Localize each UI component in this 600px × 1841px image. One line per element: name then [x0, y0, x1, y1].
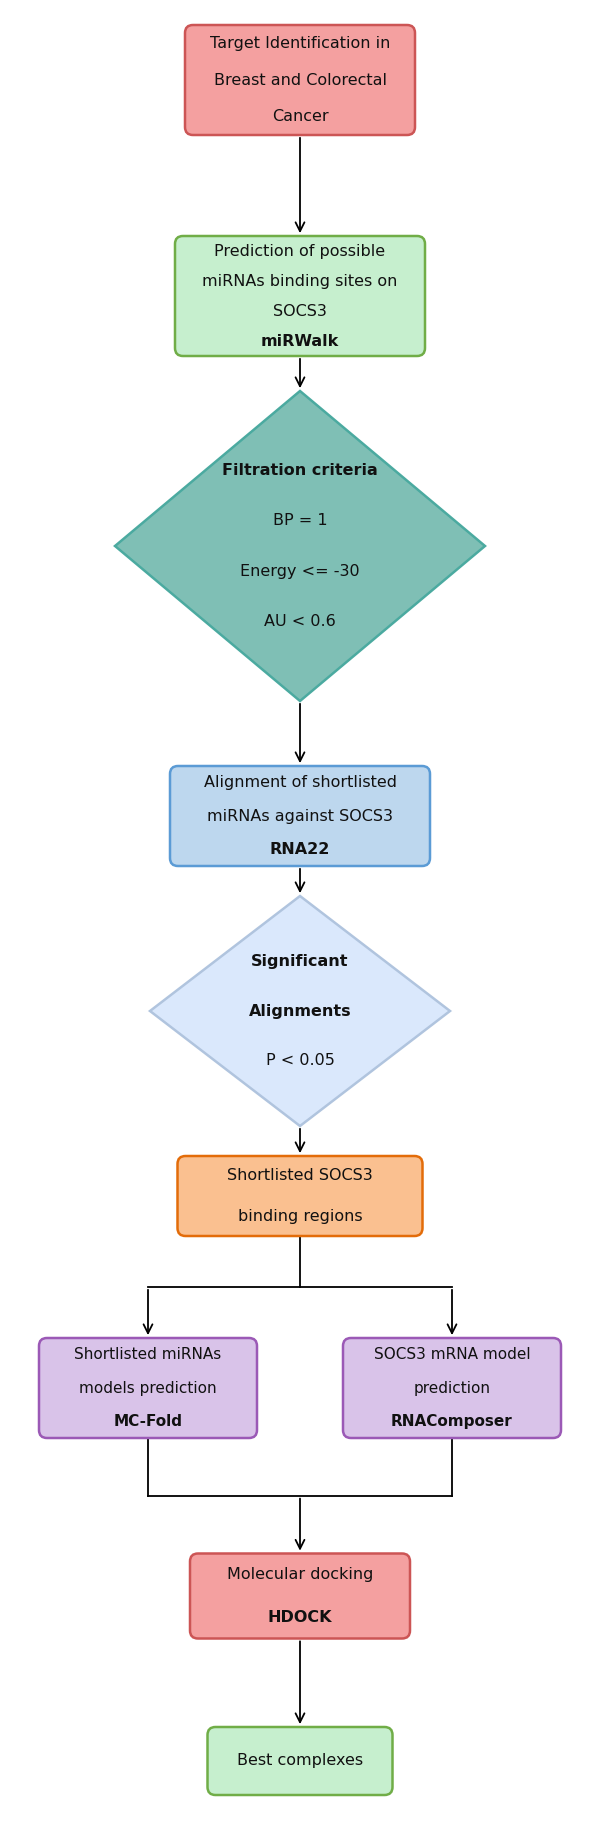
- Text: miRNAs binding sites on: miRNAs binding sites on: [202, 274, 398, 289]
- Polygon shape: [115, 390, 485, 701]
- Text: Energy <= -30: Energy <= -30: [240, 563, 360, 578]
- FancyBboxPatch shape: [178, 1156, 422, 1235]
- FancyBboxPatch shape: [190, 1554, 410, 1638]
- FancyBboxPatch shape: [175, 236, 425, 355]
- Text: Alignments: Alignments: [248, 1003, 352, 1018]
- Text: Shortlisted miRNAs: Shortlisted miRNAs: [74, 1348, 221, 1362]
- Text: binding regions: binding regions: [238, 1208, 362, 1224]
- FancyBboxPatch shape: [185, 26, 415, 134]
- Text: models prediction: models prediction: [79, 1381, 217, 1395]
- Text: BP = 1: BP = 1: [272, 514, 328, 528]
- Text: RNA22: RNA22: [270, 841, 330, 856]
- FancyBboxPatch shape: [39, 1338, 257, 1438]
- Text: Best complexes: Best complexes: [237, 1753, 363, 1769]
- Text: AU < 0.6: AU < 0.6: [264, 615, 336, 630]
- Text: prediction: prediction: [413, 1381, 491, 1395]
- Polygon shape: [150, 897, 450, 1127]
- Text: HDOCK: HDOCK: [268, 1609, 332, 1626]
- Text: Significant: Significant: [251, 954, 349, 968]
- Text: Alignment of shortlisted: Alignment of shortlisted: [203, 775, 397, 790]
- Text: SOCS3 mRNA model: SOCS3 mRNA model: [374, 1348, 530, 1362]
- Text: miRNAs against SOCS3: miRNAs against SOCS3: [207, 808, 393, 823]
- Text: MC-Fold: MC-Fold: [113, 1414, 182, 1429]
- Text: Cancer: Cancer: [272, 109, 328, 123]
- FancyBboxPatch shape: [170, 766, 430, 865]
- Text: Breast and Colorectal: Breast and Colorectal: [214, 72, 386, 88]
- Text: Prediction of possible: Prediction of possible: [214, 243, 386, 258]
- Text: miRWalk: miRWalk: [261, 333, 339, 348]
- Text: Shortlisted SOCS3: Shortlisted SOCS3: [227, 1169, 373, 1184]
- FancyBboxPatch shape: [343, 1338, 561, 1438]
- Text: Target Identification in: Target Identification in: [210, 35, 390, 52]
- Text: Molecular docking: Molecular docking: [227, 1567, 373, 1581]
- Text: SOCS3: SOCS3: [273, 304, 327, 318]
- Text: P < 0.05: P < 0.05: [266, 1053, 334, 1068]
- FancyBboxPatch shape: [208, 1727, 392, 1795]
- Text: RNAComposer: RNAComposer: [391, 1414, 513, 1429]
- Text: Filtration criteria: Filtration criteria: [222, 462, 378, 479]
